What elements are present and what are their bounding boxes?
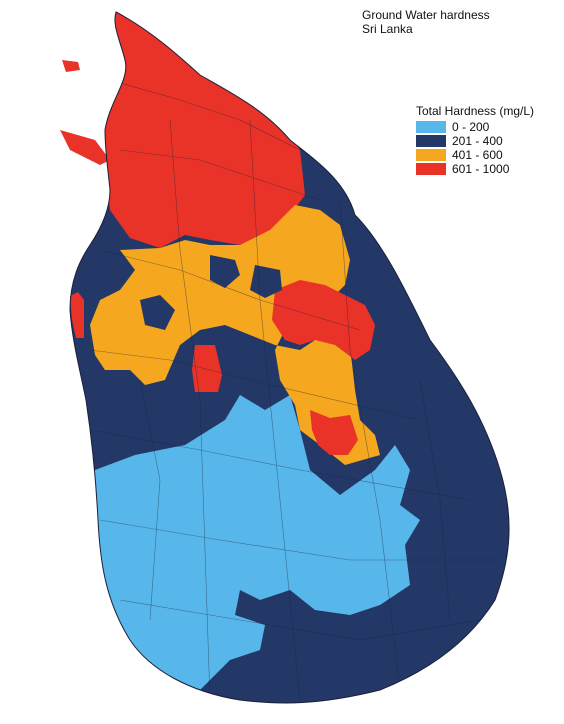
legend-item: 401 - 600: [416, 148, 534, 162]
district-boundary: [339, 199, 401, 691]
district-boundary: [419, 379, 451, 621]
legend-swatch-601-1000: [416, 163, 446, 175]
district-boundary: [139, 379, 161, 621]
district-boundary: [109, 79, 301, 151]
district-boundary: [99, 249, 361, 331]
legend-item: 601 - 1000: [416, 162, 534, 176]
kalpitiya-peninsula: [70, 292, 84, 338]
district-boundary: [249, 119, 301, 701]
legend-swatch-201-400: [416, 135, 446, 147]
legend-swatch-401-600: [416, 149, 446, 161]
district-boundary: [89, 429, 471, 501]
district-boundary: [169, 119, 211, 701]
legend-label: 601 - 1000: [452, 162, 510, 176]
legend-swatch-0-200: [416, 121, 446, 133]
region-601-1000-south: [310, 410, 358, 455]
legend-label: 201 - 400: [452, 134, 503, 148]
legend-label: 0 - 200: [452, 120, 490, 134]
region-201-400-patch-2: [210, 255, 240, 288]
district-boundary: [89, 349, 421, 421]
legend-item: 0 - 200: [416, 120, 534, 134]
legend: Total Hardness (mg/L) 0 - 200 201 - 400 …: [416, 104, 534, 176]
jaffna-islands: [60, 60, 110, 165]
map-title: Ground Water hardness Sri Lanka: [362, 8, 490, 36]
district-boundary: [119, 149, 321, 201]
region-601-1000-center: [192, 345, 222, 392]
district-boundary: [119, 599, 481, 641]
region-401-600-central: [90, 205, 380, 465]
region-201-400-patch-3: [250, 265, 282, 298]
region-201-400-patch-1: [140, 295, 175, 330]
map-title-line-1: Ground Water hardness: [362, 8, 490, 22]
island-outline: [69, 11, 510, 704]
legend-item: 201 - 400: [416, 134, 534, 148]
region-0-200: [95, 395, 420, 690]
map-title-line-2: Sri Lanka: [362, 22, 413, 36]
legend-label: 401 - 600: [452, 148, 503, 162]
legend-title: Total Hardness (mg/L): [416, 104, 535, 118]
